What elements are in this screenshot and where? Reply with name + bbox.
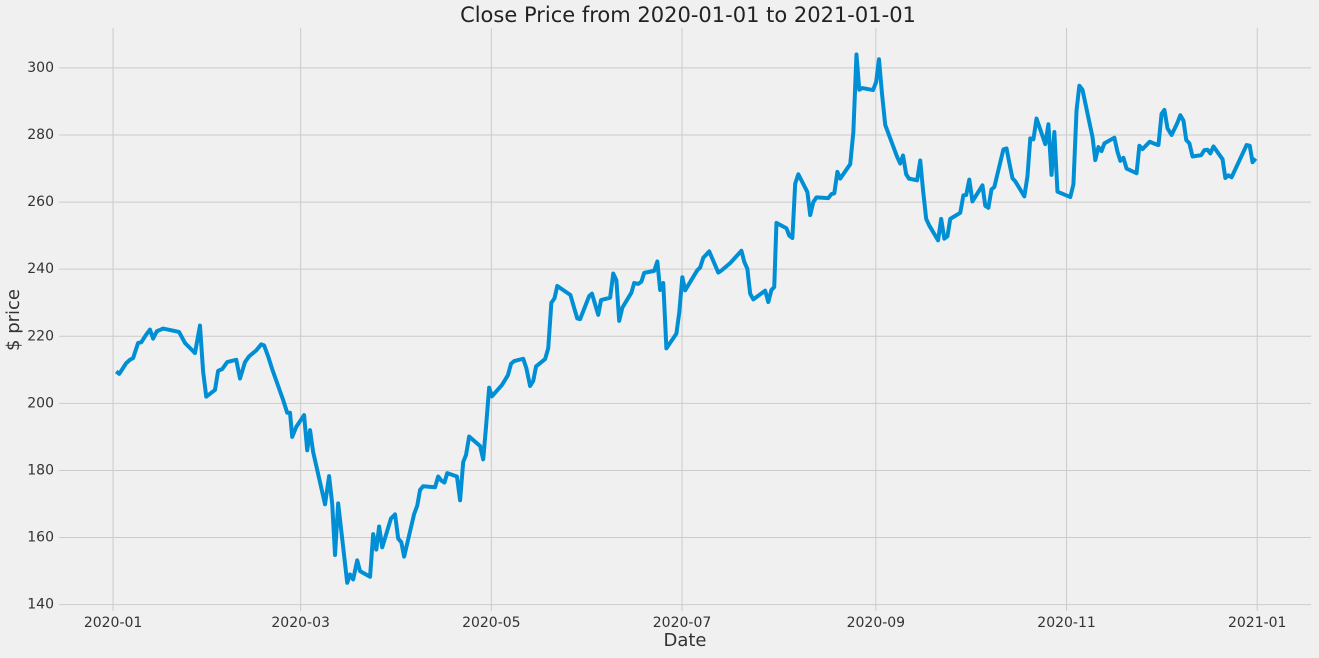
y-tick-label: 280 [27, 127, 54, 143]
y-axis-label: $ price [3, 289, 24, 351]
x-tick-label: 2020-01 [84, 615, 143, 631]
y-tick-label: 180 [27, 462, 54, 478]
chart-title: Close Price from 2020-01-01 to 2021-01-0… [460, 3, 916, 27]
y-tick-label: 220 [27, 328, 54, 344]
grid [59, 28, 1311, 611]
x-tick-label: 2020-03 [271, 615, 330, 631]
y-tick-label: 200 [27, 395, 54, 411]
y-tick-label: 300 [27, 60, 54, 76]
price-line [115, 52, 1258, 585]
x-tick-label: 2020-05 [462, 615, 521, 631]
x-tick-label: 2021-01 [1228, 615, 1287, 631]
plot [115, 52, 1258, 585]
y-tick-label: 140 [27, 597, 54, 613]
y-tick-label: 240 [27, 261, 54, 277]
x-tick-label: 2020-11 [1037, 615, 1096, 631]
y-tick-label: 260 [27, 194, 54, 210]
x-axis-label: Date [663, 630, 706, 651]
y-tick-label: 160 [27, 530, 54, 546]
x-tick-label: 2020-07 [653, 615, 712, 631]
x-tick-label: 2020-09 [847, 615, 906, 631]
